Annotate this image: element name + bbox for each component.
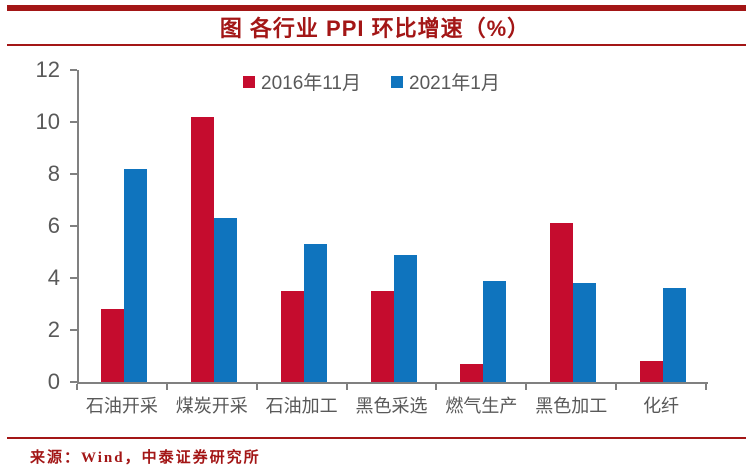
x-axis-tick-mark: [705, 384, 707, 390]
legend-label-2021: 2021年1月: [409, 73, 500, 94]
chart-legend: 2016年11月 2021年1月: [243, 68, 500, 95]
legend-item-2016: 2016年11月: [243, 68, 361, 95]
bar-2016-11: [190, 116, 214, 382]
y-axis-tick-label: 10: [35, 109, 60, 134]
bar-2016-11: [280, 291, 304, 382]
category-label: 煤炭开采: [175, 396, 248, 416]
category-label: 石油开采: [85, 396, 158, 416]
title-underline-rule: [7, 44, 746, 46]
top-rule: [7, 5, 746, 11]
category-label: 黑色采选: [355, 396, 428, 416]
chart-title: 图 各行业 PPI 环比增速（%）: [219, 16, 531, 41]
bar-2021-01: [303, 244, 327, 382]
y-axis-tick-mark: [70, 277, 77, 279]
source-text: 来源：Wind，中泰证券研究所: [30, 450, 261, 466]
bar-2021-01: [123, 168, 147, 382]
x-axis-tick-mark: [525, 384, 528, 390]
bar-2021-01: [393, 254, 417, 382]
legend-swatch-2021: [391, 75, 403, 88]
y-axis-tick-mark: [70, 69, 77, 71]
bar-2016-11: [370, 291, 394, 382]
category-label: 石油加工: [265, 396, 338, 416]
y-axis-tick-mark: [70, 173, 77, 175]
legend-swatch-2016: [243, 75, 255, 88]
footer-rule: [7, 437, 746, 439]
bar-2016-11: [100, 309, 124, 382]
y-axis-tick-label: 12: [35, 57, 60, 82]
x-axis-tick-mark: [255, 384, 258, 390]
x-axis-tick-mark: [435, 384, 438, 390]
bar-2021-01: [213, 218, 237, 382]
y-axis-tick-label: 0: [47, 369, 60, 394]
bar-2021-01: [573, 283, 597, 382]
x-axis-tick-mark: [345, 384, 348, 390]
bar-2016-11: [460, 363, 484, 382]
y-axis-tick-label: 4: [47, 265, 60, 290]
y-axis-tick-mark: [70, 225, 77, 227]
bar-2021-01: [663, 288, 687, 382]
x-axis-tick-mark: [165, 384, 168, 390]
y-axis-tick-label: 2: [47, 317, 60, 342]
y-axis-tick-mark: [70, 121, 77, 123]
y-axis-tick-mark: [70, 329, 77, 331]
x-axis-tick-mark: [76, 384, 78, 390]
bar-2021-01: [483, 280, 507, 382]
bar-2016-11: [640, 361, 664, 382]
legend-label-2016: 2016年11月: [261, 73, 361, 94]
x-axis-tick-mark: [615, 384, 618, 390]
bar-2016-11: [550, 223, 574, 382]
y-axis-tick-label: 6: [47, 213, 60, 238]
y-axis-tick-label: 8: [47, 161, 60, 186]
category-label: 化纤: [643, 396, 680, 416]
category-label: 黑色加工: [535, 396, 608, 416]
category-label: 燃气生产: [445, 396, 518, 416]
plot-area: [77, 70, 708, 384]
legend-item-2021: 2021年1月: [391, 68, 500, 95]
y-axis-tick-mark: [70, 381, 77, 383]
